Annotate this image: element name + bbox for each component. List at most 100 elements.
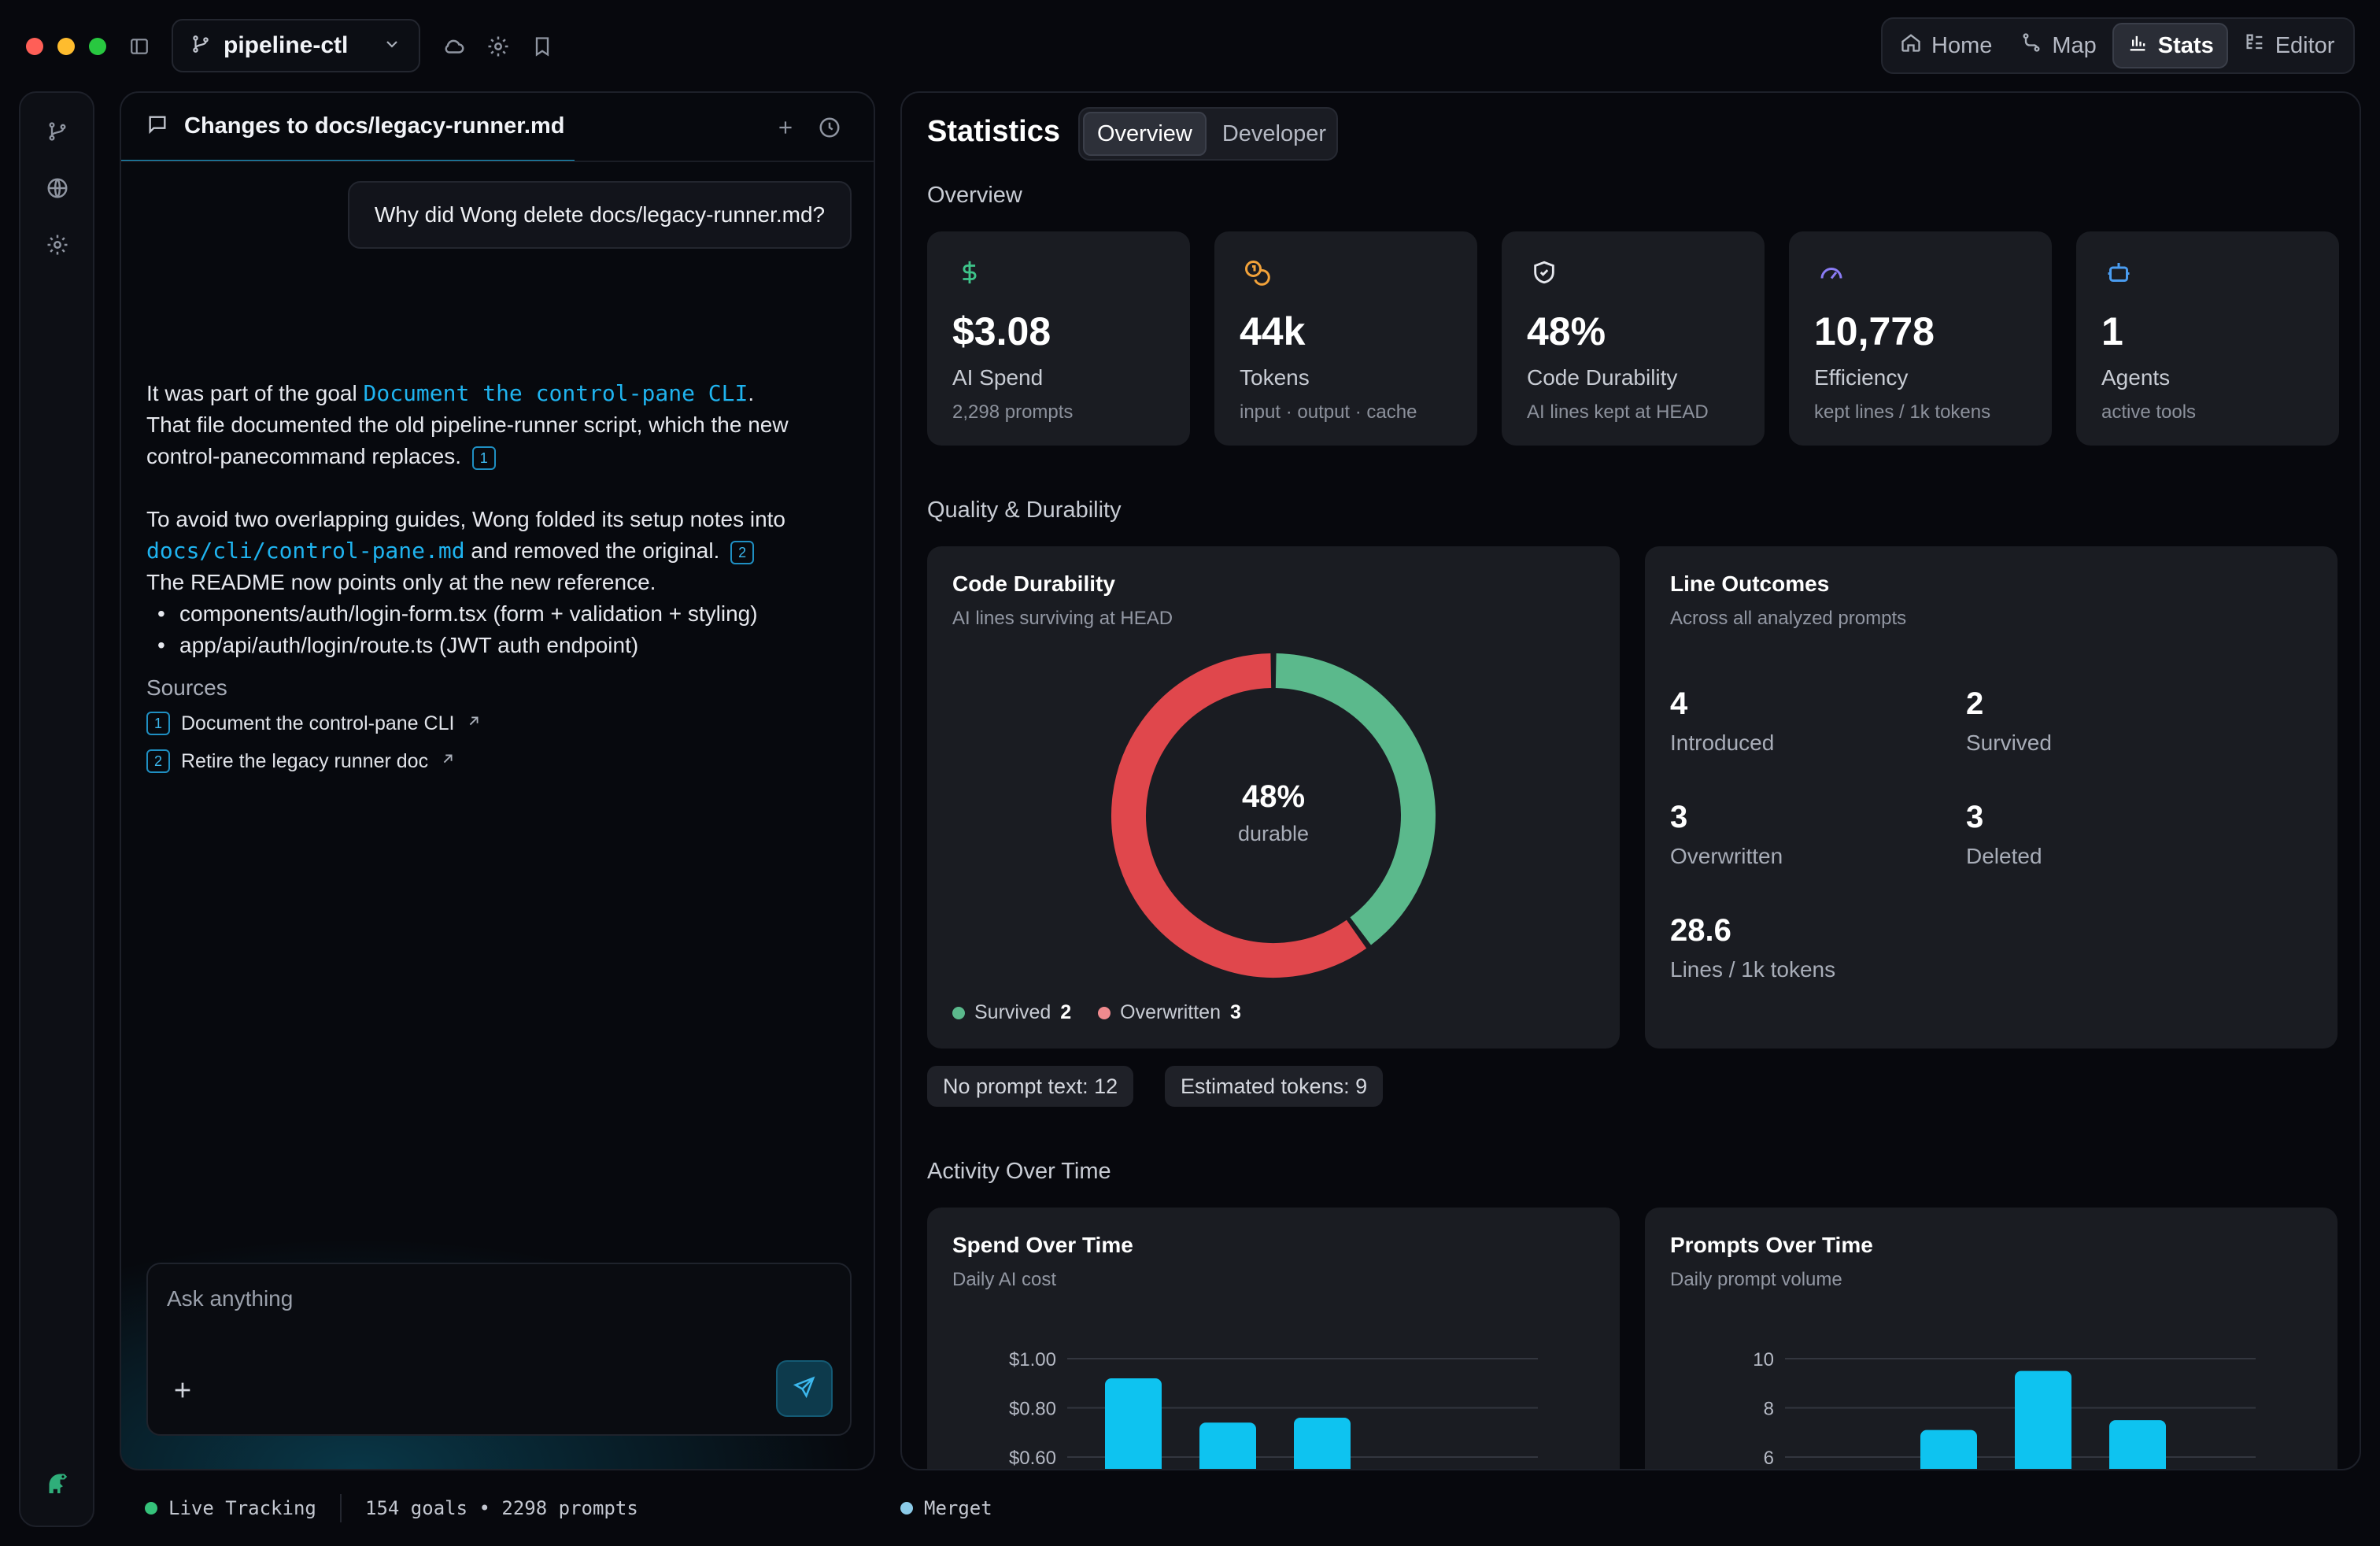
bar[interactable] <box>1920 1430 1977 1470</box>
file-list: components/auth/login-form.tsx (form + v… <box>146 598 855 661</box>
card-title: Spend Over Time <box>952 1233 1133 1258</box>
bar[interactable] <box>1199 1422 1256 1470</box>
answer-text: That file documented the old pipeline-ru… <box>146 412 789 468</box>
source-item[interactable]: 2 Retire the legacy runner doc <box>146 749 456 773</box>
tab-overview[interactable]: Overview <box>1083 112 1207 156</box>
bar[interactable] <box>1294 1418 1351 1470</box>
route-icon <box>2020 31 2042 60</box>
source-item[interactable]: 1 Document the control-pane CLI <box>146 712 482 735</box>
repo-name: pipeline-ctl <box>224 32 382 59</box>
repo-selector[interactable]: pipeline-ctl <box>172 19 420 72</box>
activity-section-title: Activity Over Time <box>927 1159 1111 1185</box>
file-tree-icon <box>2244 31 2266 60</box>
outcome-value: 2 <box>1966 686 1983 722</box>
status-live: Live Tracking <box>145 1492 316 1524</box>
citation-badge[interactable]: 1 <box>472 446 496 470</box>
y-tick-label: $0.60 <box>1009 1448 1056 1469</box>
bar[interactable] <box>2015 1371 2071 1470</box>
window-close-button[interactable] <box>26 38 43 55</box>
chat-tab[interactable]: Changes to docs/legacy-runner.md <box>121 93 575 162</box>
settings-gear-icon[interactable] <box>41 228 74 261</box>
settings-gear-icon[interactable] <box>482 30 515 63</box>
source-label: Document the control-pane CLI <box>181 712 454 735</box>
goal-link[interactable]: Document the control-pane CLI <box>364 380 748 406</box>
nav-map[interactable]: Map <box>2008 23 2108 68</box>
chat-composer[interactable]: Ask anything <box>146 1263 852 1436</box>
external-link-icon <box>439 750 456 773</box>
home-icon <box>1900 31 1922 60</box>
kpi-card-code-durability: 48% Code Durability AI lines kept at HEA… <box>1502 231 1765 446</box>
globe-icon[interactable] <box>41 172 74 205</box>
chat-panel: Changes to docs/legacy-runner.md Why did… <box>120 91 875 1470</box>
kpi-subtitle: active tools <box>2101 401 2196 423</box>
window-zoom-button[interactable] <box>89 38 106 55</box>
source-number: 2 <box>146 749 170 773</box>
history-clock-icon[interactable] <box>814 112 845 143</box>
tab-developer[interactable]: Developer <box>1210 112 1339 156</box>
git-branch-icon <box>190 34 211 58</box>
left-rail <box>19 91 94 1527</box>
window-minimize-button[interactable] <box>57 38 75 55</box>
donut-center-value: 48% <box>927 779 1620 815</box>
status-divider <box>340 1494 342 1522</box>
outcome-label: Lines / 1k tokens <box>1670 957 1835 982</box>
nav-home[interactable]: Home <box>1887 23 2005 68</box>
nav-stats-label: Stats <box>2158 33 2214 59</box>
outcome-label: Survived <box>1966 730 2052 756</box>
nav-editor[interactable]: Editor <box>2231 23 2348 68</box>
send-button[interactable] <box>776 1360 833 1417</box>
stats-tabs: Overview Developer <box>1078 107 1338 161</box>
attach-plus-icon[interactable] <box>165 1373 200 1407</box>
kpi-value: 44k <box>1240 309 1305 354</box>
bar[interactable] <box>2109 1420 2166 1470</box>
bookmark-icon[interactable] <box>526 30 559 63</box>
bar[interactable] <box>1105 1378 1162 1470</box>
kpi-label: Efficiency <box>1814 365 1908 390</box>
gauge-icon <box>1814 255 1849 290</box>
legend-label: Survived <box>974 1001 1051 1024</box>
legend-label: Overwritten <box>1120 1001 1221 1024</box>
answer-text: and removed the original. <box>465 538 720 563</box>
file-link[interactable]: docs/cli/control-pane.md <box>146 538 465 564</box>
kpi-card-efficiency: 10,778 Efficiency kept lines / 1k tokens <box>1789 231 2052 446</box>
sidebar-toggle-icon[interactable] <box>123 30 156 63</box>
code-durability-card: Code Durability AI lines surviving at HE… <box>927 546 1620 1049</box>
legend-swatch <box>1098 1007 1111 1019</box>
donut-slice-overwritten <box>1129 671 1357 960</box>
answer-text: It was part of the goal <box>146 381 364 405</box>
status-app: Merget <box>900 1492 992 1524</box>
donut-center-label: durable <box>927 822 1620 846</box>
dinosaur-mascot-icon[interactable] <box>41 1466 74 1499</box>
assistant-answer: It was part of the goal Document the con… <box>146 378 855 661</box>
outcome-label: Overwritten <box>1670 844 1783 869</box>
message-icon <box>146 113 168 139</box>
kpi-subtitle: kept lines / 1k tokens <box>1814 401 1990 423</box>
nav-stats[interactable]: Stats <box>2112 23 2228 68</box>
spend-bar-chart: $1.00$0.80$0.60 <box>927 1318 1620 1470</box>
cloud-icon[interactable] <box>438 30 471 63</box>
page-title: Statistics <box>927 115 1060 149</box>
outcome-value: 28.6 <box>1670 913 1731 949</box>
card-title: Prompts Over Time <box>1670 1233 1873 1258</box>
y-tick-label: 8 <box>1764 1399 1774 1420</box>
app-status-dot <box>900 1502 913 1515</box>
sources-title: Sources <box>146 675 227 701</box>
kpi-label: AI Spend <box>952 365 1043 390</box>
legend-value: 2 <box>1060 1001 1071 1024</box>
card-subtitle: Across all analyzed prompts <box>1670 608 1906 630</box>
git-branch-icon[interactable] <box>41 115 74 148</box>
list-item: components/auth/login-form.tsx (form + v… <box>146 598 855 630</box>
y-tick-label: $1.00 <box>1009 1349 1056 1370</box>
line-outcomes-card: Line Outcomes Across all analyzed prompt… <box>1645 546 2338 1049</box>
citation-badge[interactable]: 2 <box>730 541 754 564</box>
card-subtitle: Daily prompt volume <box>1670 1269 1842 1291</box>
new-chat-plus-icon[interactable] <box>770 112 801 143</box>
composer-input[interactable]: Ask anything <box>167 1286 293 1311</box>
legend-value: 3 <box>1230 1001 1241 1024</box>
prompts-over-time-card: Prompts Over Time Daily prompt volume 10… <box>1645 1208 2338 1470</box>
outcome-value: 3 <box>1670 800 1687 835</box>
source-number: 1 <box>146 712 170 735</box>
y-tick-label: 6 <box>1764 1448 1774 1469</box>
nav-home-label: Home <box>1931 33 1992 59</box>
bot-icon <box>2101 255 2136 290</box>
